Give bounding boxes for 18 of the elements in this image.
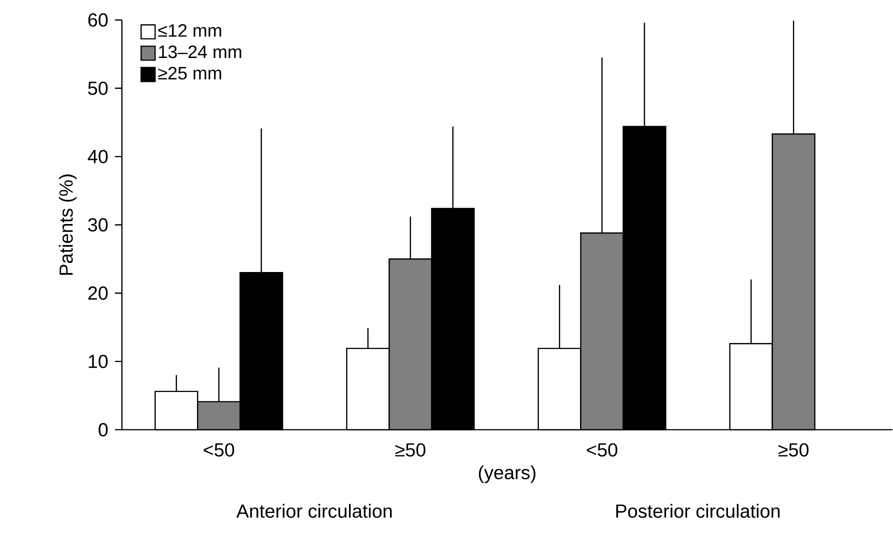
y-tick-label: 50 bbox=[88, 82, 108, 96]
y-tick-label: 20 bbox=[88, 286, 108, 300]
y-tick-label: 0 bbox=[98, 423, 108, 437]
y-axis-title: Patients (%) bbox=[58, 174, 77, 275]
x-axis-title: (years) bbox=[478, 466, 536, 484]
y-tick-label: 40 bbox=[88, 150, 108, 164]
legend-label: 13–24 mm bbox=[159, 46, 242, 58]
y-tick-label: 60 bbox=[88, 13, 108, 27]
legend-label: ≤12 mm bbox=[158, 24, 222, 37]
y-tick-label: 10 bbox=[88, 354, 108, 368]
text: Anterior circulation bbox=[236, 504, 392, 518]
x-tick-label: <50 bbox=[586, 443, 618, 457]
x-tick-label: ≥50 bbox=[395, 443, 426, 457]
x-tick-label: <50 bbox=[204, 443, 234, 457]
x-tick-label: ≥50 bbox=[778, 443, 809, 457]
legend-label: ≥25 mm bbox=[158, 67, 222, 80]
text: Posterior circulation bbox=[616, 504, 780, 518]
y-tick-label: 30 bbox=[88, 218, 108, 232]
